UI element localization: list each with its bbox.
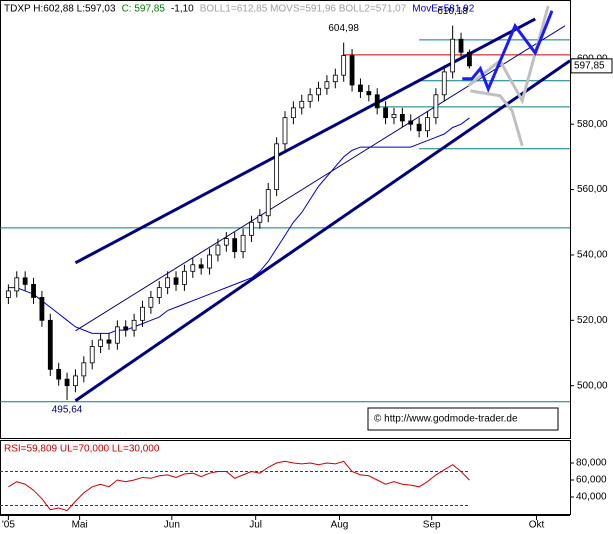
annotation: 604,98 (328, 23, 359, 34)
x-tick-label: Okt (529, 520, 545, 531)
candle-body (73, 375, 78, 387)
candle-body (299, 100, 305, 109)
candle-body (14, 277, 20, 292)
annotation: 495,64 (52, 405, 83, 416)
y-tick-label: 560,00 (577, 184, 608, 195)
candle-body (383, 107, 388, 119)
candle-body (5, 290, 11, 298)
y-tick-label: 580,00 (577, 119, 608, 130)
candle-body (374, 94, 380, 109)
rsi-line (8, 460, 470, 512)
candle-body (341, 55, 347, 76)
header-text: MovE=581,92 (412, 4, 474, 15)
y-tick-label: 540,00 (577, 250, 608, 261)
candle-body (467, 51, 472, 67)
candle-body (458, 38, 464, 53)
candle-body (47, 319, 53, 370)
y-tick-label: 520,00 (577, 315, 608, 326)
header-text: BOLL1=612,85 MOVS=591,96 BOLL2=571,07 (200, 4, 407, 15)
candle-body (416, 123, 422, 132)
candle-body (349, 55, 355, 86)
candle-body (165, 277, 171, 289)
candle-body (232, 238, 238, 253)
candle-body (441, 71, 447, 96)
candle-body (366, 91, 372, 96)
forecast-path (462, 10, 554, 93)
candle-body (89, 346, 95, 364)
forecast-path (470, 89, 524, 147)
x-tick-label: Aug (331, 520, 349, 531)
candle-body (249, 221, 254, 236)
candle-body (182, 270, 187, 285)
candle-body (274, 143, 280, 190)
candle-body (399, 114, 405, 122)
candle-body (307, 94, 313, 102)
header-text: -1,10 (171, 4, 194, 15)
trend-line (74, 17, 536, 265)
last-price-label: 597,85 (574, 61, 605, 72)
candle-body (123, 326, 129, 331)
rsi-panel (0, 440, 571, 515)
watermark: © http://www.godmode-trader.de (374, 414, 518, 425)
candle-body (22, 277, 28, 285)
candle-body (215, 244, 221, 256)
candle-body (156, 287, 162, 298)
y-tick-label: 80,000 (576, 458, 607, 469)
candle-body (391, 114, 397, 119)
y-tick-label: 500,00 (577, 380, 608, 391)
candle-body (173, 277, 179, 285)
candle-body (290, 107, 296, 119)
candle-body (450, 38, 456, 73)
candle-body (81, 362, 87, 377)
candle-body (223, 238, 229, 246)
candle-body (332, 74, 338, 83)
candle-body (425, 117, 430, 132)
y-tick-label: 60,000 (576, 475, 607, 486)
candle-body (98, 339, 103, 347)
candle-body (265, 189, 271, 217)
candle-body (106, 339, 112, 344)
x-tick-label: Jun (164, 520, 180, 531)
x-tick-label: Jul (249, 520, 262, 531)
last-price-box (570, 58, 613, 74)
candle-body (131, 319, 137, 331)
candle-body (39, 297, 45, 321)
candle-body (114, 326, 120, 344)
annotation: 610,18 (437, 6, 468, 17)
x-tick-label: Mai (72, 520, 88, 531)
candle-body (140, 306, 145, 321)
candle-body (198, 264, 204, 269)
header-text: TDXP H:602,88 L:597,03 (4, 4, 116, 15)
candle-body (433, 94, 439, 119)
candle-body (190, 264, 196, 272)
watermark-box (367, 407, 559, 431)
candle-body (358, 84, 363, 92)
candle-body (408, 120, 414, 125)
x-tick-label: '05 (2, 520, 15, 531)
candle-body (64, 378, 70, 387)
candle-body (324, 81, 330, 89)
candle-body (240, 234, 246, 253)
candle-body (282, 117, 288, 145)
candle-body (148, 297, 154, 308)
candle-body (257, 215, 263, 223)
y-tick-label: 40,000 (576, 492, 607, 503)
header-text: C: 597,85 (122, 4, 166, 15)
candle-body (207, 254, 212, 269)
moving-average (8, 117, 470, 334)
rsi-title: RSI=59,809 UL=70,000 LL=30,000 (4, 444, 160, 455)
candle-body (316, 87, 321, 96)
candle-body (31, 283, 36, 298)
candle-body (56, 368, 62, 380)
trend-line (74, 59, 571, 402)
x-tick-label: Sep (423, 520, 441, 531)
